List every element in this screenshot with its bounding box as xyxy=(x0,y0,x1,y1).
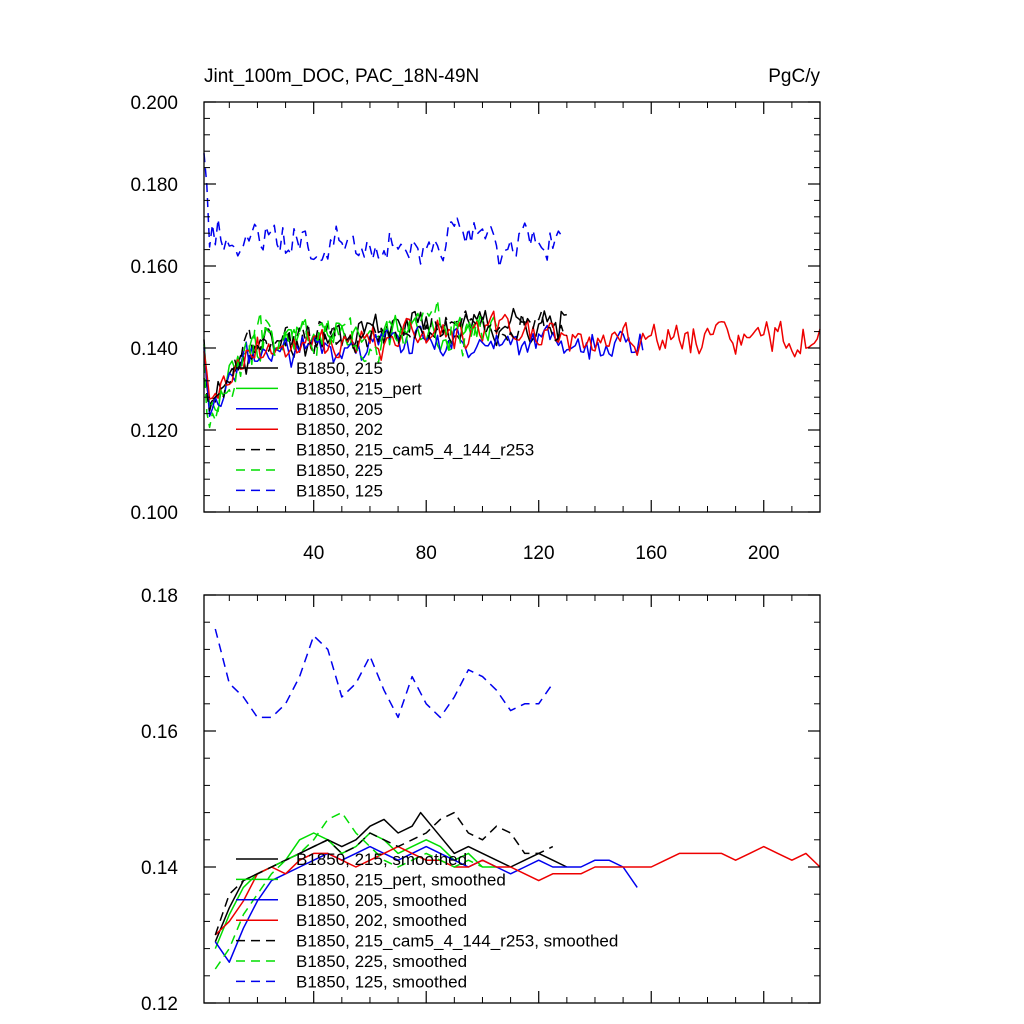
ytick-label-1-0: 0.12 xyxy=(141,994,178,1015)
ytick-label-0-1: 0.120 xyxy=(130,421,178,442)
series-line-1-5 xyxy=(214,811,483,970)
ytick-label-0-4: 0.180 xyxy=(130,175,178,196)
series-line-0-6 xyxy=(203,153,562,268)
ytick-label-0-5: 0.200 xyxy=(130,93,178,114)
chart-title: Jint_100m_DOC, PAC_18N-49N xyxy=(204,66,479,87)
series-line-1-4 xyxy=(214,811,554,936)
series-line-0-5 xyxy=(203,299,484,429)
series-line-1-3 xyxy=(214,845,821,936)
xtick-label-0-4: 200 xyxy=(748,543,780,564)
plot-frame-0 xyxy=(203,101,821,513)
ytick-label-1-3: 0.18 xyxy=(141,586,178,607)
legend-label-0-1: B1850, 215_pert xyxy=(296,379,422,398)
legend-label-1-5: B1850, 225, smoothed xyxy=(296,952,467,971)
ytick-label-1-2: 0.16 xyxy=(141,722,178,743)
ytick-label-0-2: 0.140 xyxy=(130,339,178,360)
legend-label-1-4: B1850, 215_cam5_4_144_r253, smoothed xyxy=(296,932,618,951)
ytick-label-0-0: 0.100 xyxy=(130,503,178,524)
legend-label-0-3: B1850, 202 xyxy=(296,420,383,439)
legend-label-1-1: B1850, 215_pert, smoothed xyxy=(296,870,506,889)
legend-label-1-3: B1850, 202, smoothed xyxy=(296,911,467,930)
ytick-label-1-1: 0.14 xyxy=(141,858,178,879)
xtick-label-0-3: 160 xyxy=(635,543,667,564)
xtick-label-0-1: 80 xyxy=(416,543,437,564)
legend-label-0-5: B1850, 225 xyxy=(296,461,383,480)
xtick-label-0-0: 40 xyxy=(303,543,324,564)
legend-label-1-2: B1850, 205, smoothed xyxy=(296,891,467,910)
ytick-label-0-3: 0.160 xyxy=(130,257,178,278)
series-line-0-4 xyxy=(203,310,567,412)
legend-label-0-6: B1850, 125 xyxy=(296,481,383,500)
series-line-1-6 xyxy=(214,628,554,719)
series-line-0-2 xyxy=(203,324,644,417)
chart-units: PgC/y xyxy=(768,66,820,87)
legend-label-0-2: B1850, 205 xyxy=(296,400,383,419)
legend-label-1-0: B1850, 215, smoothed xyxy=(296,850,467,869)
legend-label-1-6: B1850, 125, smoothed xyxy=(296,972,467,991)
plot-frame-1 xyxy=(203,594,821,1004)
legend-label-0-4: B1850, 215_cam5_4_144_r253 xyxy=(296,441,534,460)
xtick-label-0-2: 120 xyxy=(523,543,555,564)
legend-label-0-0: B1850, 215 xyxy=(296,359,383,378)
